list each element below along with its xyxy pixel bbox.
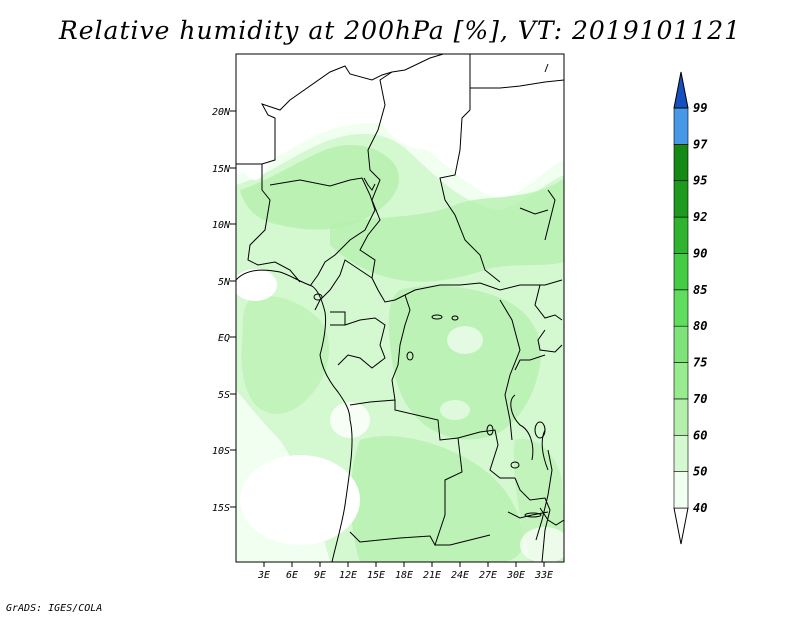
colorbar-label-60: 60 (693, 428, 707, 442)
colorbar-label-90: 90 (693, 246, 707, 260)
colorbar-segment-75-80 (673, 325, 689, 363)
colorbar-segment-40-50 (673, 471, 689, 509)
colorbar-label-80: 80 (693, 319, 707, 333)
lon-label-24e: 24E (451, 570, 469, 581)
lon-label-18e: 18E (395, 570, 413, 581)
lat-label-20n: 20N (212, 107, 231, 118)
colorbar-segment-70-75 (673, 362, 689, 400)
colorbar-segment-80-85 (673, 289, 689, 327)
map-frame (235, 53, 565, 563)
lat-label-10s: 10S (212, 446, 230, 457)
lat-label-5n: 5N (218, 277, 231, 288)
lon-label-6e: 6E (286, 570, 298, 581)
lon-label-30e: 30E (506, 570, 525, 581)
colorbar-upper-triangle (673, 71, 689, 109)
lon-label-9e: 9E (314, 570, 326, 581)
lat-label-15s: 15S (212, 503, 230, 514)
colorbar-segment-60-70 (673, 398, 689, 436)
chart-title: Relative humidity at 200hPa [%], VT: 201… (58, 16, 742, 45)
colorbar-segment-90-92 (673, 216, 689, 254)
lon-label-15e: 15E (367, 570, 385, 581)
lon-label-27e: 27E (479, 570, 497, 581)
lakes (313, 293, 546, 518)
lat-label-10n: 10N (212, 220, 231, 231)
country-boundaries (236, 54, 564, 562)
lat-label-15n: 15N (212, 164, 231, 175)
colorbar-segment-97-99 (673, 107, 689, 145)
colorbar-label-95: 95 (693, 174, 707, 188)
colorbar-label-92: 92 (693, 210, 707, 224)
lon-label-3e: 3E (257, 570, 270, 581)
colorbar-lower-triangle (673, 507, 689, 545)
colorbar-segment-92-95 (673, 180, 689, 218)
colorbar-label-85: 85 (693, 283, 707, 297)
lat-label-eq: EQ (218, 333, 230, 344)
colorbar-segment-95-97 (673, 144, 689, 182)
colorbar-label-97: 97 (693, 137, 708, 151)
lon-label-12e: 12E (339, 570, 357, 581)
lon-label-21e: 21E (423, 570, 441, 581)
colorbar-label-70: 70 (693, 392, 707, 406)
latitude-axis (230, 110, 236, 508)
colorbar-label-40: 40 (693, 501, 707, 515)
colorbar-segment-50-60 (673, 434, 689, 472)
colorbar-segment-85-90 (673, 253, 689, 291)
colorbar-label-75: 75 (693, 356, 707, 370)
lat-label-5s: 5S (218, 390, 230, 401)
humidity-shading (236, 60, 564, 562)
colorbar: 40 50 60 70 75 80 85 90 92 95 97 99 (673, 71, 708, 545)
footer-credit: GrADS: IGES/COLA (6, 603, 103, 614)
colorbar-label-50: 50 (693, 465, 707, 479)
lon-label-33e: 33E (534, 570, 553, 581)
colorbar-label-99: 99 (693, 101, 707, 115)
longitude-axis (263, 562, 545, 567)
